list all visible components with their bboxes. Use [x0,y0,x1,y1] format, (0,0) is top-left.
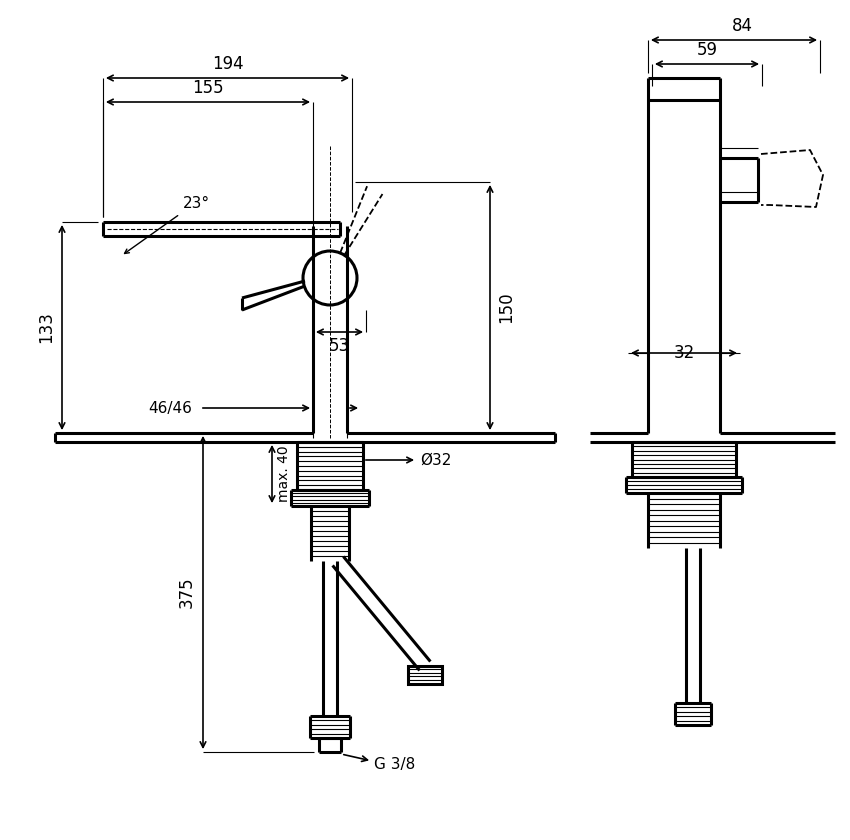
Text: 133: 133 [37,312,55,344]
Text: 23°: 23° [183,197,210,212]
Text: 59: 59 [696,41,717,59]
Text: 32: 32 [673,344,694,362]
Text: G 3/8: G 3/8 [374,757,416,771]
Text: 375: 375 [178,577,196,608]
Text: 150: 150 [497,291,515,323]
Text: 84: 84 [732,17,752,35]
Text: max. 40: max. 40 [277,446,291,502]
Text: 155: 155 [192,79,224,97]
Text: 46/46: 46/46 [148,401,192,416]
Text: 53: 53 [329,337,350,355]
Text: Ø32: Ø32 [420,453,451,468]
Text: 194: 194 [212,55,243,73]
Bar [408,666,442,684]
